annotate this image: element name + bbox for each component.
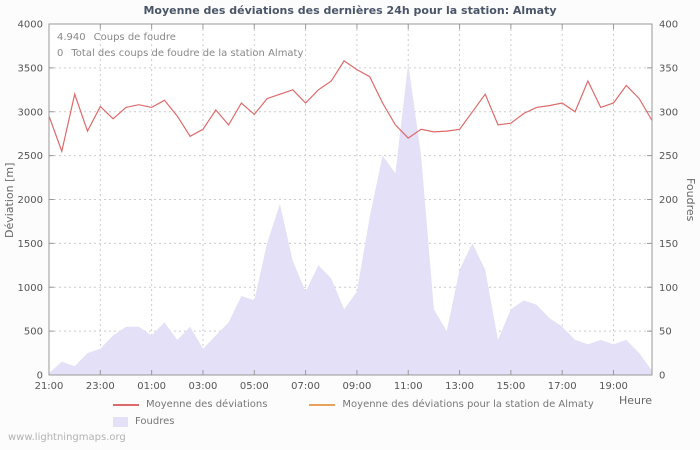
station-strikes-label: Total des coups de foudre de la station … [71,48,304,59]
svg-text:200: 200 [659,195,678,206]
legend-label-foudres: Foudres [135,416,175,427]
foudres-area-swatch [113,416,128,427]
strikes-label: Coups de foudre [93,32,176,43]
right-axis-title: Foudres [684,178,697,222]
svg-text:350: 350 [659,63,678,74]
svg-text:50: 50 [659,327,672,338]
svg-text:1000: 1000 [18,283,43,294]
legend-label-deviation: Moyenne des déviations [146,399,268,410]
svg-text:13:00: 13:00 [445,381,474,392]
x-axis-title: Heure [618,394,652,407]
svg-text:250: 250 [659,151,678,162]
svg-text:0: 0 [37,371,43,382]
chart-legend: Moyenne des déviations Moyenne des dévia… [113,396,636,430]
deviation-line-swatch [113,403,139,406]
left-axis-title: Déviation [m] [3,162,16,238]
legend-row-lines: Moyenne des déviations Moyenne des dévia… [113,396,636,413]
strikes-annotation: 4.940 Coups de foudre [57,30,303,46]
svg-text:17:00: 17:00 [548,381,577,392]
svg-text:19:00: 19:00 [599,381,628,392]
station-strikes-count: 0 [57,48,64,59]
legend-item-station-deviation: Moyenne des déviations pour la station d… [309,399,594,410]
svg-text:3500: 3500 [18,63,43,74]
svg-text:2500: 2500 [18,151,43,162]
legend-label-station-deviation: Moyenne des déviations pour la station d… [342,399,594,410]
svg-text:300: 300 [659,107,678,118]
watermark-link: www.lightningmaps.org [8,432,126,443]
station-line-swatch [309,403,336,406]
svg-text:01:00: 01:00 [137,381,166,392]
svg-text:21:00: 21:00 [35,381,64,392]
svg-text:15:00: 15:00 [496,381,525,392]
svg-text:11:00: 11:00 [394,381,423,392]
svg-text:0: 0 [659,371,665,382]
svg-text:05:00: 05:00 [240,381,269,392]
legend-item-foudres: Foudres [113,416,174,427]
svg-text:100: 100 [659,283,678,294]
legend-item-deviation: Moyenne des déviations [113,399,267,410]
svg-text:23:00: 23:00 [86,381,115,392]
svg-text:03:00: 03:00 [189,381,218,392]
svg-text:09:00: 09:00 [343,381,372,392]
svg-text:2000: 2000 [18,195,43,206]
svg-text:4000: 4000 [18,20,43,31]
strikes-count: 4.940 [57,32,86,43]
svg-text:3000: 3000 [18,107,43,118]
svg-text:400: 400 [659,20,678,31]
station-strikes-annotation: 0 Total des coups de foudre de la station… [57,46,303,62]
chart-annotations: 4.940 Coups de foudre 0 Total des coups de… [57,30,303,62]
svg-text:150: 150 [659,239,678,250]
svg-text:1500: 1500 [18,239,43,250]
svg-text:07:00: 07:00 [291,381,320,392]
chart-title: Moyenne des déviations des dernières 24h… [143,4,557,17]
svg-text:500: 500 [24,327,43,338]
legend-row-area: Foudres [113,413,636,430]
